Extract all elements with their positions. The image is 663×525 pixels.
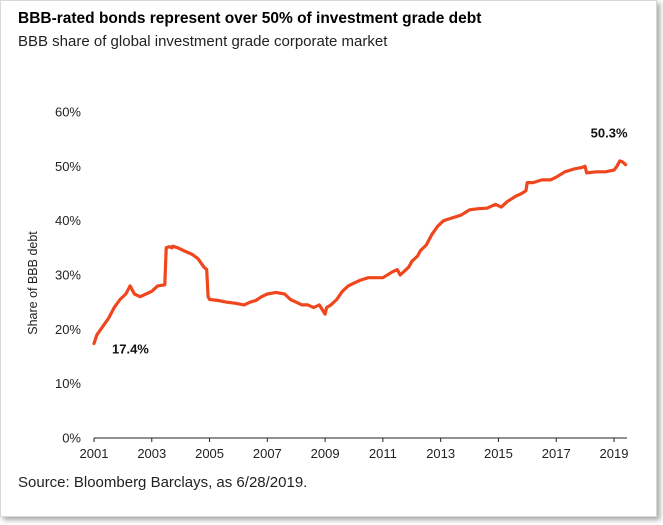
x-axis-ticks: 2001 2003 2005 2007 2009 2011 2013 2015 2017 2019 (80, 438, 629, 461)
chart-subtitle: BBB share of global investment grade cor… (18, 33, 388, 50)
x-tick-label: 2001 (80, 446, 109, 461)
y-tick-label: 50% (55, 159, 81, 174)
y-axis-label: Share of BBB debt (26, 231, 40, 335)
x-tick-label: 2013 (426, 446, 455, 461)
x-tick-label: 2011 (369, 446, 397, 461)
y-tick-label: 20% (55, 322, 81, 337)
y-tick-label: 10% (55, 376, 81, 391)
x-tick-label: 2003 (137, 446, 166, 461)
chart-frame (0, 0, 657, 517)
x-tick-label: 2017 (542, 446, 571, 461)
x-tick-label: 2009 (311, 446, 340, 461)
x-tick-label: 2005 (195, 446, 224, 461)
series-group (92, 159, 628, 346)
y-tick-label: 40% (55, 213, 81, 228)
annotations-group: 17.4% 50.3% (112, 126, 628, 357)
x-tick-label: 2007 (253, 446, 282, 461)
series-line (92, 159, 628, 346)
annotation-start-value: 17.4% (112, 341, 149, 356)
chart-title: BBB-rated bonds represent over 50% of in… (18, 10, 482, 27)
source-note: Source: Bloomberg Barclays, as 6/28/2019… (18, 474, 308, 491)
x-tick-label: 2019 (600, 446, 629, 461)
x-tick-label: 2015 (484, 446, 513, 461)
y-tick-label: 0% (62, 431, 81, 446)
y-axis-ticks: 0% 10% 20% 30% 40% 50% 60% (55, 105, 81, 446)
y-tick-label: 30% (55, 268, 81, 283)
y-tick-label: 60% (55, 105, 81, 120)
annotation-end-value: 50.3% (591, 126, 628, 141)
